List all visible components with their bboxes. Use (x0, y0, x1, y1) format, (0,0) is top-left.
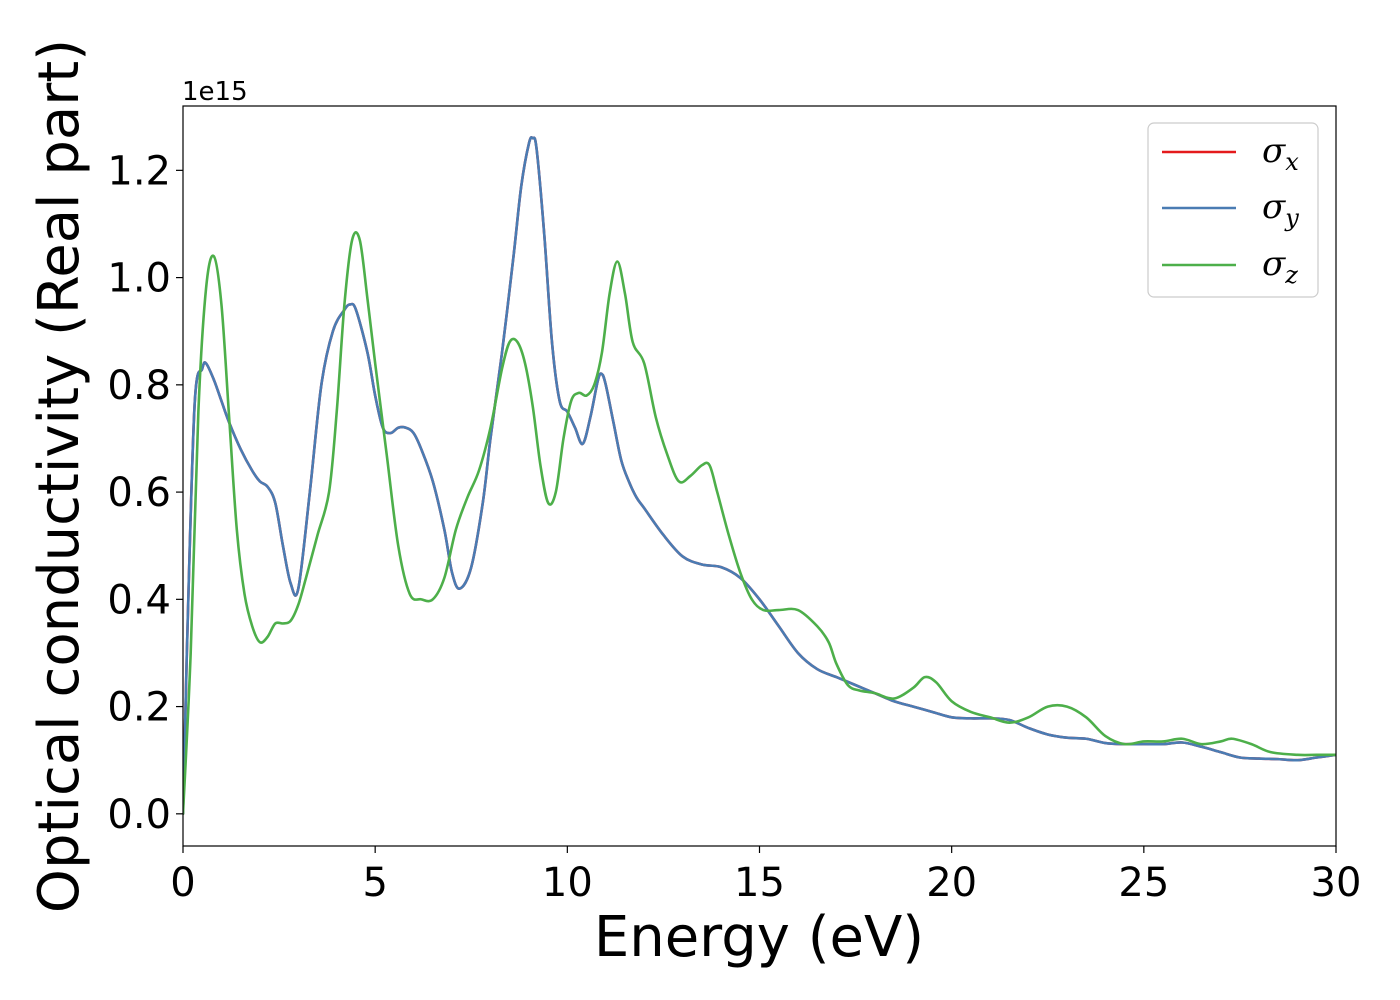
x-tick-label: 30 (1311, 860, 1362, 906)
y-axis-title: Optical conductivity (Real part) (27, 39, 92, 913)
x-tick-label: 5 (362, 860, 387, 906)
x-tick-label: 25 (1118, 860, 1169, 906)
x-axis-title: Energy (eV) (594, 905, 924, 970)
x-tick-label: 20 (926, 860, 977, 906)
y-axis: 0.0 0.2 0.4 0.6 0.8 1.0 1.2 (107, 148, 183, 838)
x-axis: 0 5 10 15 20 25 30 (170, 846, 1361, 906)
x-tick-label: 15 (734, 860, 785, 906)
x-tick-label: 0 (170, 860, 195, 906)
y-tick-label: 0.8 (107, 363, 171, 409)
legend: σx σy σz (1147, 122, 1319, 298)
legend-label-z: σz (1262, 244, 1298, 289)
y-tick-label: 1.2 (107, 148, 171, 194)
y-tick-label: 0.0 (107, 792, 171, 838)
y-tick-label: 0.6 (107, 470, 171, 516)
legend-label-x: σx (1262, 131, 1299, 176)
plot-area (183, 136, 1336, 816)
series-line-z (183, 231, 1336, 816)
legend-label-y: σy (1262, 187, 1299, 232)
y-tick-label: 0.2 (107, 685, 171, 731)
x-tick-label: 10 (542, 860, 593, 906)
y-tick-label: 1.0 (107, 256, 171, 302)
series-line-y (183, 136, 1336, 816)
y-offset-label: 1e15 (182, 77, 248, 107)
legend-box (1147, 122, 1319, 298)
y-tick-label: 0.4 (107, 577, 171, 623)
